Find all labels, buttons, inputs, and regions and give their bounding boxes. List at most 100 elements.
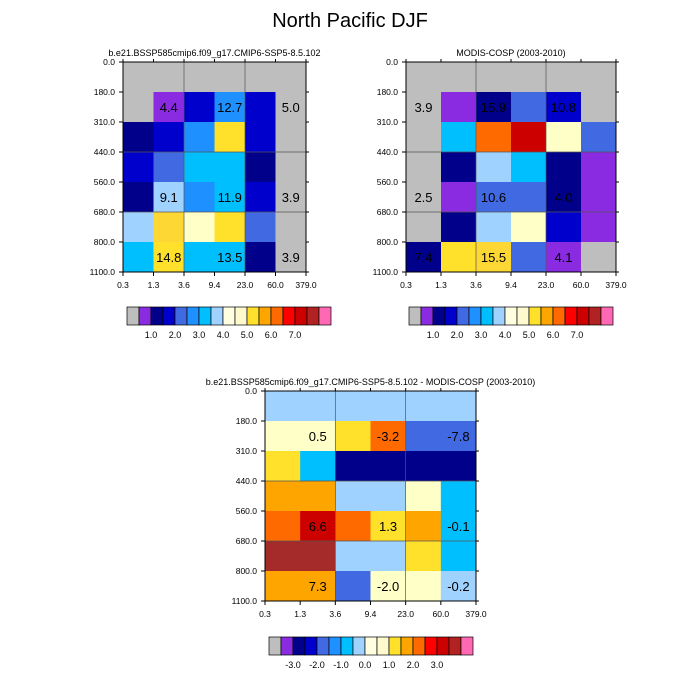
colorbar-label: -3.0 [285, 660, 301, 670]
heatmap-cell [476, 122, 512, 153]
heatmap-cell [581, 212, 617, 243]
heatmap-cell [370, 421, 407, 452]
x-tick-label: 9.4 [505, 280, 517, 290]
heatmap-cell [184, 212, 215, 243]
heatmap-cell [153, 62, 185, 93]
heatmap-cell [300, 421, 336, 452]
x-tick-label: 60.0 [573, 280, 590, 290]
heatmap-cell [476, 182, 512, 213]
heatmap-cell [440, 481, 477, 512]
heatmap-cell [511, 212, 547, 243]
heatmap-cell [245, 152, 276, 183]
cell-value-label: 10.6 [481, 190, 506, 205]
colorbar-label: 1.0 [145, 330, 158, 340]
colorbar-box [162, 306, 176, 326]
heatmap-panel-3: b.e21.BSSP585cmip6.f09_g17.CMIP6-SSP5-8.… [206, 377, 536, 670]
x-tick-label: 0.3 [259, 609, 271, 619]
heatmap-cell [476, 152, 512, 183]
colorbar-label: 1.0 [383, 660, 396, 670]
x-tick-label: 1.3 [294, 609, 306, 619]
heatmap-cell [406, 152, 442, 183]
heatmap-cell [153, 242, 185, 273]
colorbar-box [388, 636, 402, 656]
heatmap-cell [546, 62, 582, 93]
heatmap-cell [441, 92, 477, 123]
colorbar-box [306, 306, 320, 326]
heatmap-cell [335, 481, 371, 512]
heatmap-cell [214, 92, 246, 123]
heatmap-cell [370, 391, 407, 422]
heatmap-cell [123, 62, 154, 93]
colorbar-box [340, 636, 354, 656]
heatmap-cell [123, 92, 154, 123]
heatmap-cell [581, 122, 617, 153]
heatmap-cell [440, 571, 477, 602]
heatmap-cell [275, 122, 307, 153]
x-tick-label: 1.3 [148, 280, 160, 290]
heatmap-cell [275, 62, 307, 93]
x-tick-label: 60.0 [433, 609, 450, 619]
cell-value-label: 3.9 [282, 190, 300, 205]
colorbar-box [186, 306, 200, 326]
colorbar-label: 4.0 [499, 330, 512, 340]
colorbar-label: 7.0 [289, 330, 302, 340]
x-tick-label: 23.0 [397, 609, 414, 619]
main-title: North Pacific DJF [272, 10, 428, 32]
heatmap-cell [406, 62, 442, 93]
colorbar-box [222, 306, 236, 326]
x-tick-label: 9.4 [209, 280, 221, 290]
colorbar-box [258, 306, 272, 326]
y-tick-label: 560.0 [236, 506, 258, 516]
heatmap-cell [406, 182, 442, 213]
colorbar-label: -2.0 [309, 660, 325, 670]
colorbar-box [552, 306, 566, 326]
heatmap-cell [581, 62, 617, 93]
x-tick-label: 3.6 [178, 280, 190, 290]
x-tick-label: 379.0 [465, 609, 487, 619]
colorbar-box [210, 306, 224, 326]
panel-title: b.e21.BSSP585cmip6.f09_g17.CMIP6-SSP5-8.… [206, 377, 536, 387]
heatmap-cell [265, 511, 301, 542]
heatmap-cell [441, 182, 477, 213]
heatmap-cell [265, 451, 301, 482]
colorbar-box [234, 306, 248, 326]
heatmap-cell [406, 122, 442, 153]
colorbar-box [588, 306, 602, 326]
heatmap-cell [265, 571, 301, 602]
colorbar-box [468, 306, 482, 326]
y-tick-label: 800.0 [94, 237, 116, 247]
cell-value-label: -0.2 [447, 579, 469, 594]
y-tick-label: 310.0 [377, 117, 399, 127]
heatmap-cell [153, 122, 185, 153]
colorbar-label: 1.0 [427, 330, 440, 340]
heatmap-cell [335, 451, 371, 482]
heatmap-cell [440, 421, 477, 452]
cell-value-label: 15.5 [481, 250, 506, 265]
heatmap-cell [275, 152, 307, 183]
x-tick-label: 23.0 [237, 280, 254, 290]
heatmap-cell [214, 212, 246, 243]
colorbar-box [316, 636, 330, 656]
colorbar-box [492, 306, 506, 326]
heatmap-cell [245, 212, 276, 243]
heatmap-panel-2: MODIS-COSP (2003-2010) 3.9 15.9 10.8 2.5 10.6… [373, 48, 627, 340]
heatmap-cell [214, 62, 246, 93]
cell-value-label: 6.6 [309, 519, 327, 534]
colorbar-box [292, 636, 306, 656]
heatmap-cell [546, 242, 582, 273]
colorbar-box [150, 306, 164, 326]
y-tick-label: 180.0 [377, 87, 399, 97]
x-tick-label: 379.0 [295, 280, 317, 290]
heatmap-cell [123, 212, 154, 243]
colorbar-label: 2.0 [407, 660, 420, 670]
colorbar-box [328, 636, 342, 656]
x-tick-label: 1.3 [435, 280, 447, 290]
y-tick-label: 1100.0 [90, 267, 116, 277]
heatmap-cell [440, 541, 477, 572]
colorbar-box [294, 306, 308, 326]
cell-value-label: 11.9 [218, 190, 242, 205]
cell-value-label: -2.0 [377, 579, 399, 594]
heatmap-cell [184, 62, 215, 93]
heatmap-cell [405, 421, 442, 452]
heatmap-cell [440, 391, 477, 422]
